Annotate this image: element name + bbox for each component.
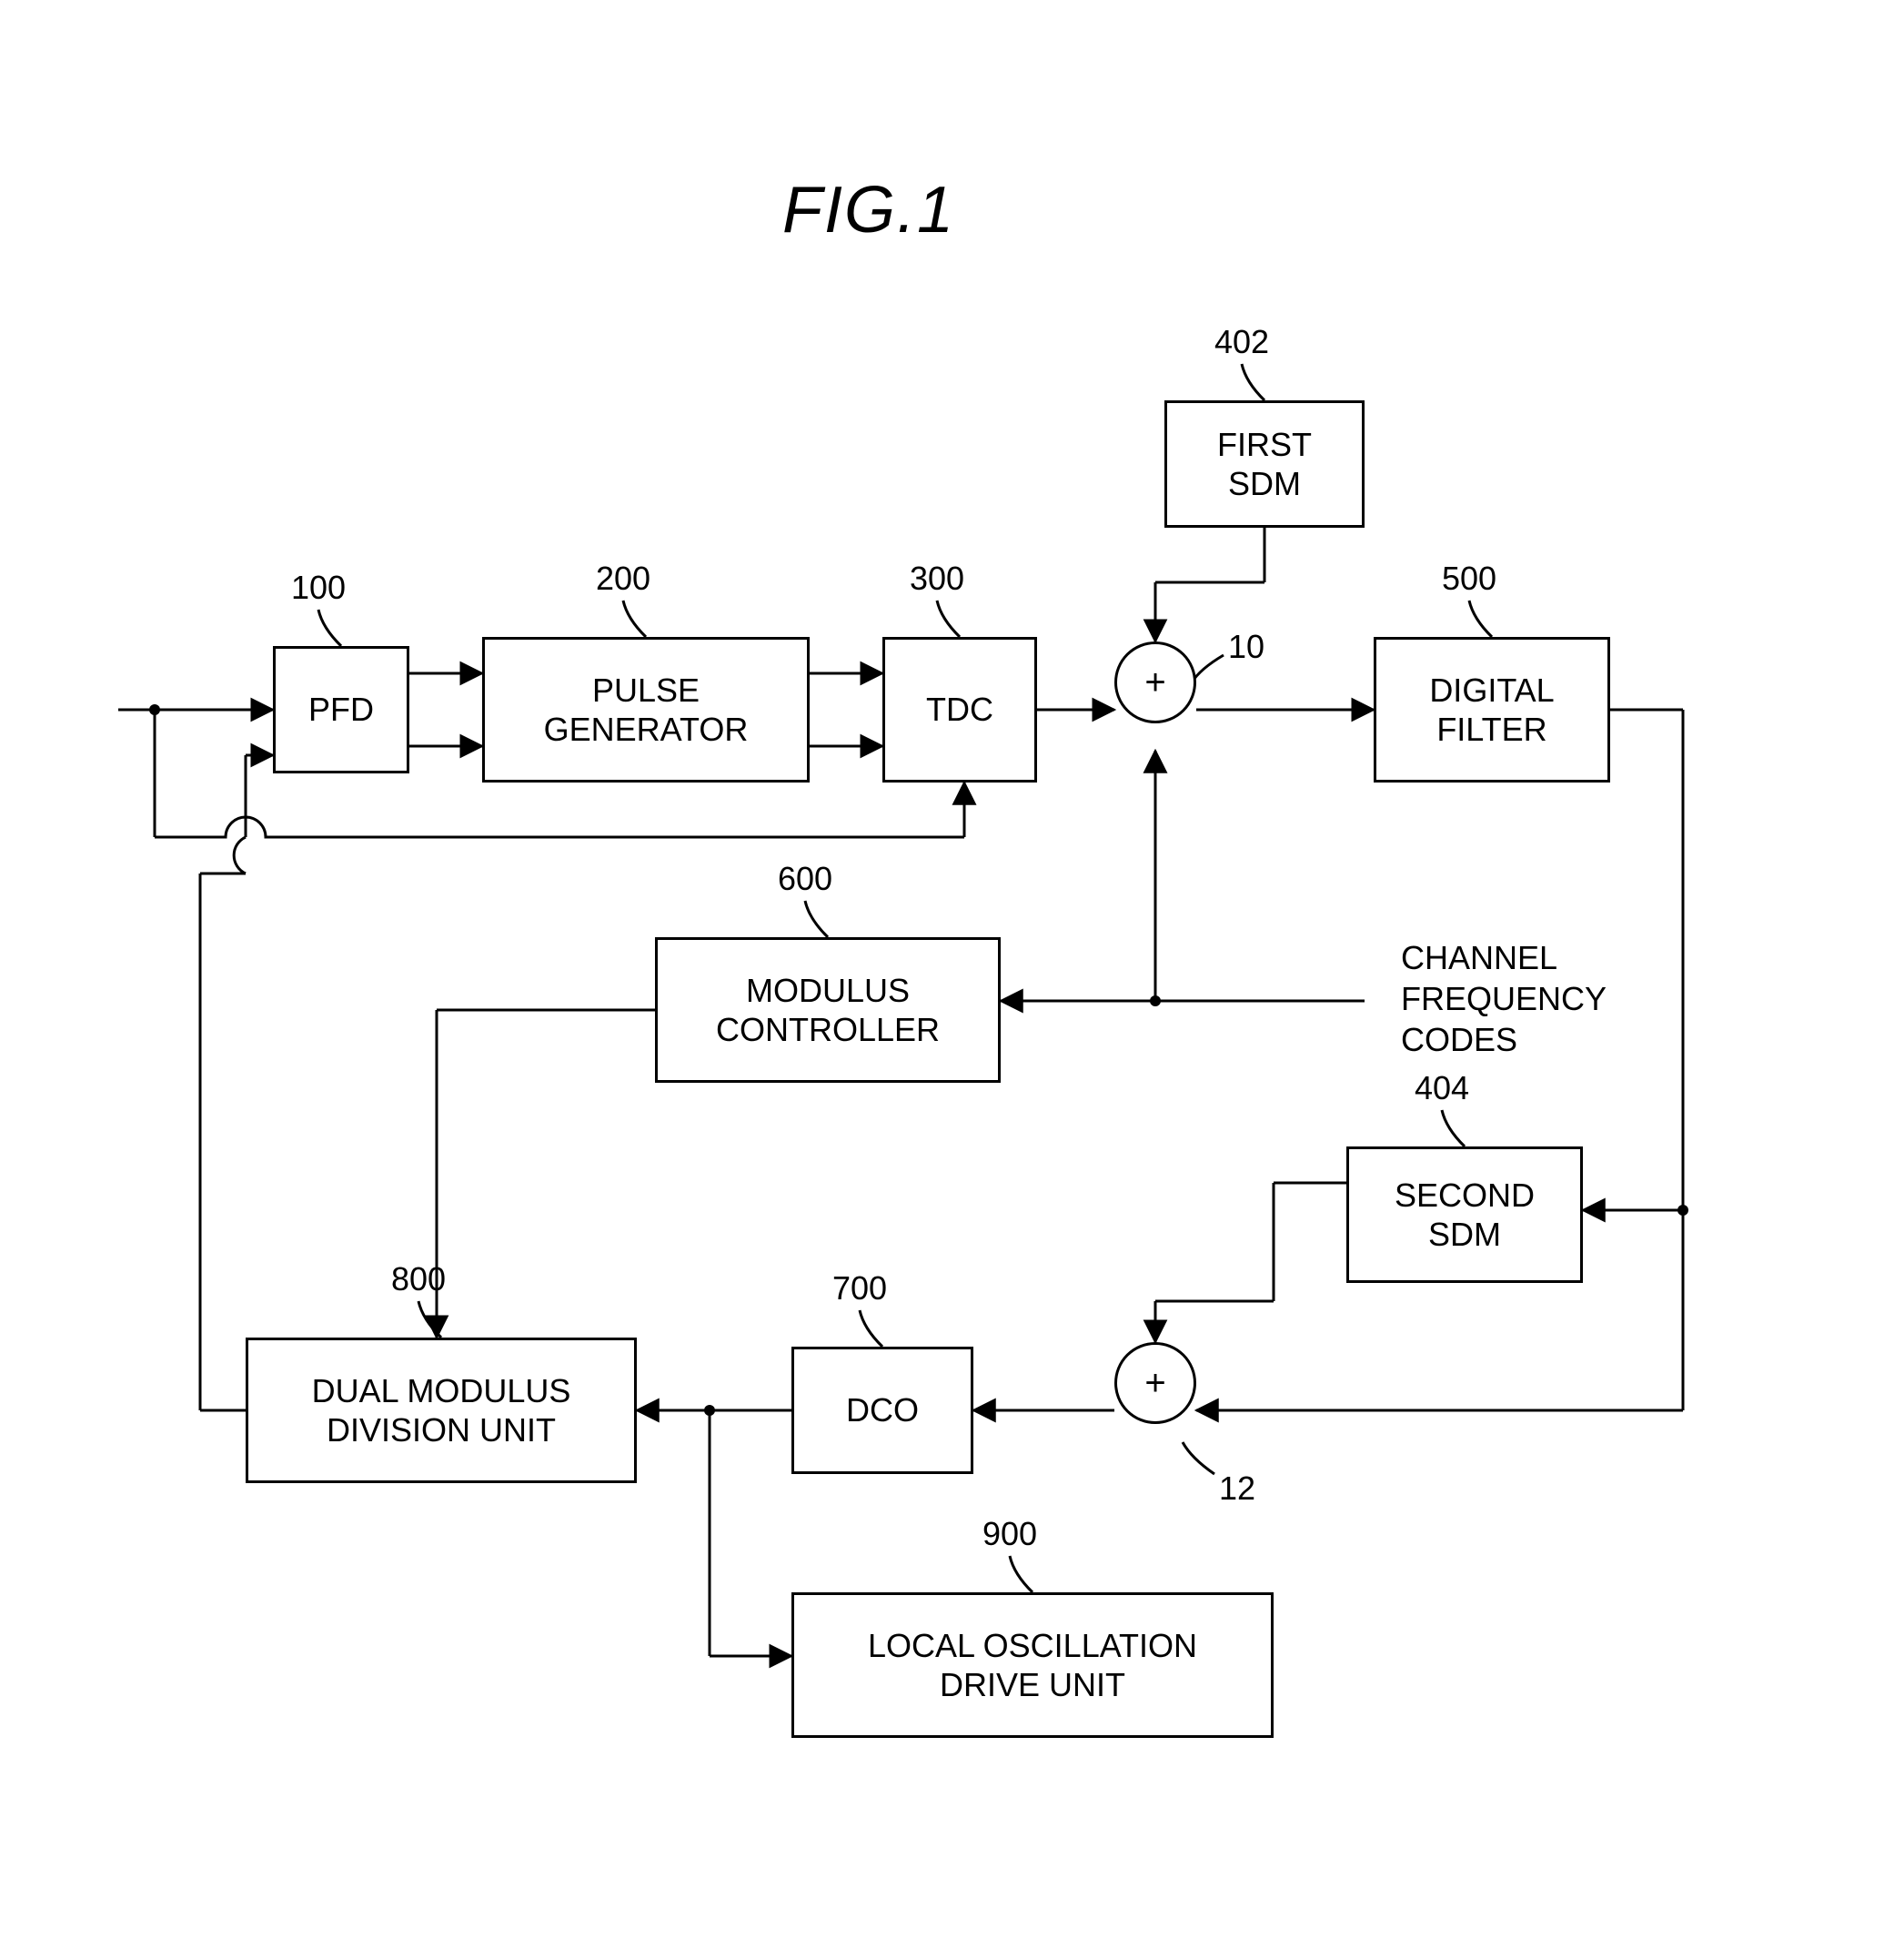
block-id-sdm1: 402 <box>1214 323 1269 361</box>
block-pfd: PFD <box>273 646 409 773</box>
block-filter: DIGITAL FILTER <box>1374 637 1610 783</box>
block-modctrl: MODULUS CONTROLLER <box>655 937 1001 1083</box>
block-id-pfd: 100 <box>291 569 346 607</box>
block-dualmod: DUAL MODULUS DIVISION UNIT <box>246 1338 637 1483</box>
block-id-dco: 700 <box>832 1269 887 1308</box>
summer-id-s12: 12 <box>1219 1469 1255 1508</box>
block-id-localosc: 900 <box>982 1515 1037 1553</box>
channel-frequency-codes-label: CHANNEL FREQUENCY CODES <box>1401 937 1607 1060</box>
block-sdm2: SECOND SDM <box>1346 1146 1583 1283</box>
block-tdc: TDC <box>882 637 1037 783</box>
block-pulse: PULSE GENERATOR <box>482 637 810 783</box>
block-id-dualmod: 800 <box>391 1260 446 1298</box>
block-id-pulse: 200 <box>596 560 650 598</box>
block-id-tdc: 300 <box>910 560 964 598</box>
figure-title: FIG.1 <box>782 173 955 247</box>
summer-s10: + <box>1114 641 1196 723</box>
block-id-filter: 500 <box>1442 560 1496 598</box>
summer-s12: + <box>1114 1342 1196 1424</box>
summer-id-s10: 10 <box>1228 628 1264 666</box>
block-dco: DCO <box>791 1347 973 1474</box>
block-id-sdm2: 404 <box>1415 1069 1469 1107</box>
block-localosc: LOCAL OSCILLATION DRIVE UNIT <box>791 1592 1274 1738</box>
block-sdm1: FIRST SDM <box>1164 400 1365 528</box>
block-id-modctrl: 600 <box>778 860 832 898</box>
